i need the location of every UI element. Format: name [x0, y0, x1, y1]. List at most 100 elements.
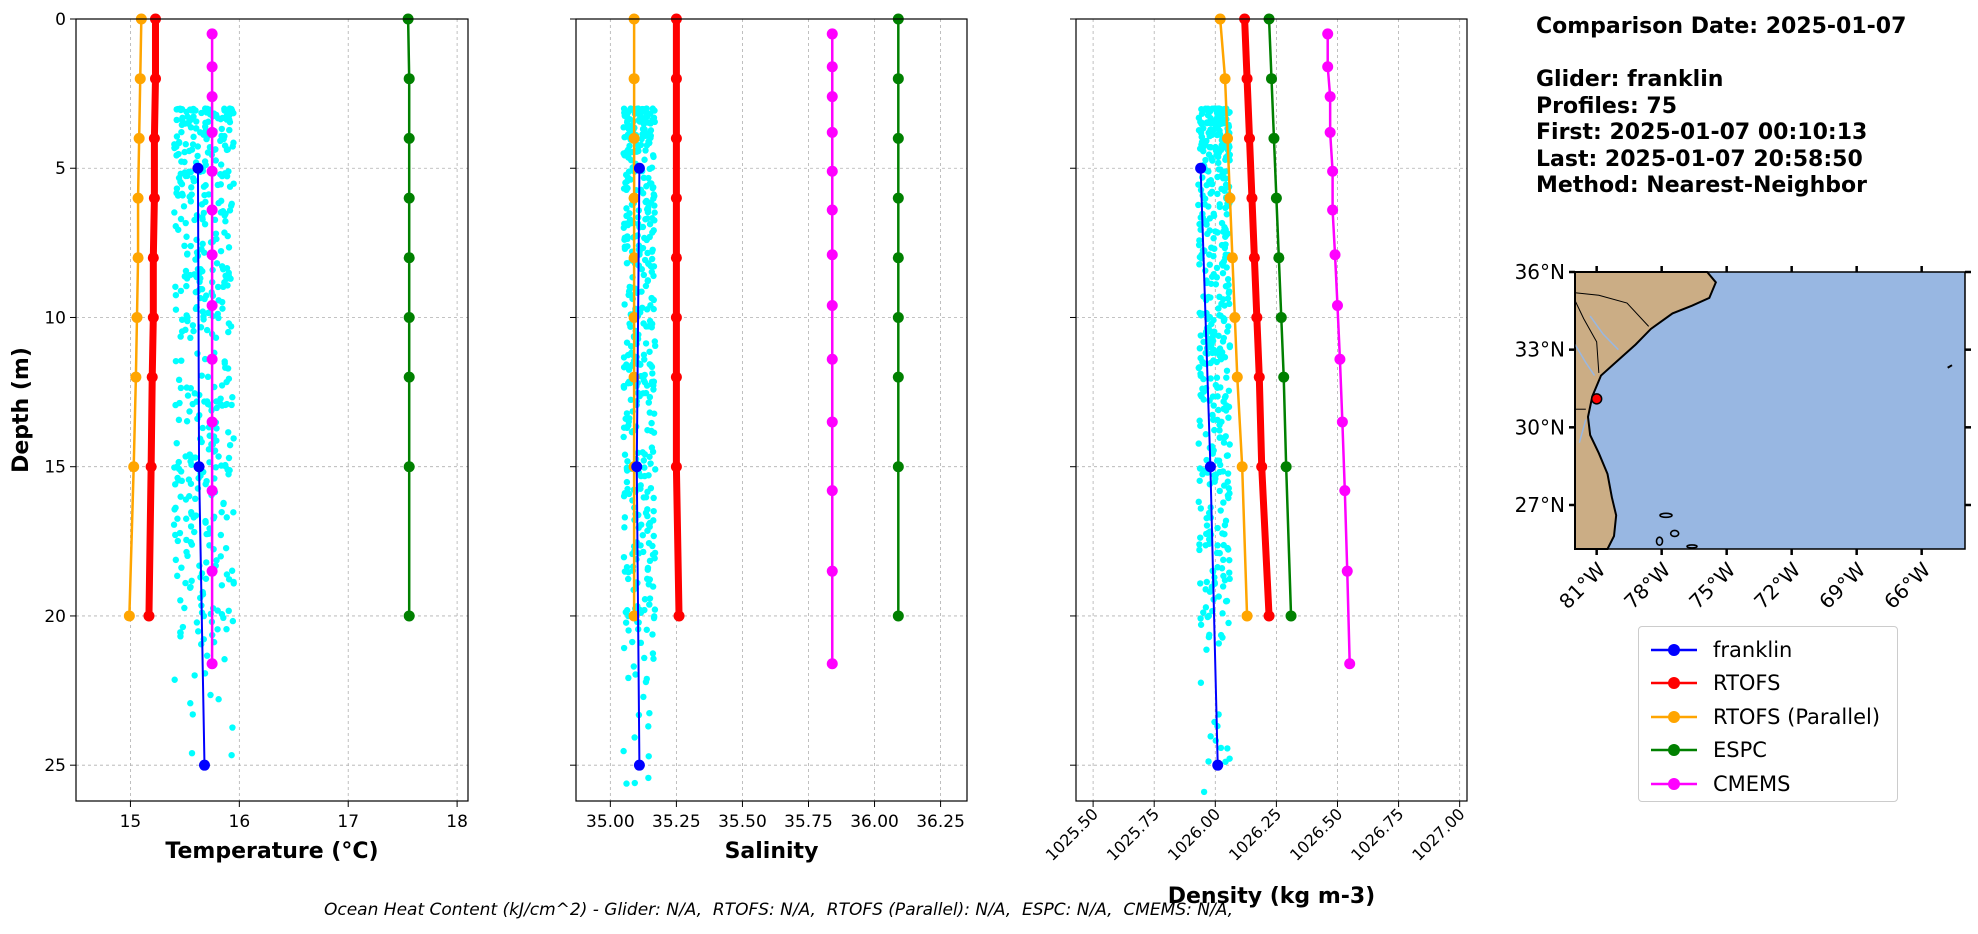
- glider-scatter-point: [187, 458, 194, 465]
- glider-scatter-point: [1225, 323, 1232, 330]
- glider-scatter-point: [226, 441, 234, 449]
- glider-scatter-point: [178, 316, 186, 323]
- glider-scatter-point: [623, 410, 631, 417]
- series-rtofs-parallel-: [1214, 13, 1253, 622]
- series-marker: [628, 311, 640, 323]
- glider-scatter-point: [219, 266, 227, 273]
- glider-scatter-point: [649, 246, 656, 253]
- glider-scatter-point: [177, 215, 185, 223]
- glider-scatter-point: [630, 663, 638, 670]
- glider-scatter-point: [202, 519, 209, 526]
- glider-scatter-point: [189, 322, 197, 329]
- x-axis-label: Density (kg m-3): [1168, 884, 1376, 909]
- series-marker: [826, 126, 838, 138]
- series-marker: [628, 192, 640, 204]
- series-franklin: [192, 162, 210, 771]
- glider-scatter-point: [1216, 352, 1223, 359]
- island: [1669, 529, 1680, 538]
- glider-scatter-point: [201, 398, 208, 405]
- glider-scatter-point: [190, 175, 197, 182]
- glider-scatter-point: [647, 262, 654, 270]
- glider-scatter-point: [1213, 274, 1221, 281]
- glider-scatter-point: [1217, 744, 1225, 752]
- river: [1574, 344, 1596, 376]
- glider-scatter-point: [632, 671, 639, 678]
- glider-scatter-point: [1224, 745, 1231, 752]
- series-marker: [1226, 252, 1238, 264]
- series-marker: [628, 252, 640, 264]
- glider-scatter-point: [225, 320, 233, 327]
- glider-scatter-point: [1216, 434, 1223, 441]
- glider-scatter-point: [646, 709, 653, 717]
- glider-scatter-point: [1195, 127, 1203, 134]
- profile-count: Profiles: 75: [1536, 93, 1678, 119]
- legend-item: ESPC: [1649, 734, 1887, 768]
- glider-scatter-point: [205, 309, 212, 317]
- glider-scatter-point: [187, 334, 194, 342]
- interpolation-method: Method: Nearest-Neighbor: [1536, 173, 1867, 198]
- glider-scatter-point: [623, 259, 631, 267]
- glider-scatter-point: [1208, 154, 1215, 162]
- first-profile-time: First: 2025-01-07 00:10:13: [1536, 120, 1868, 145]
- glider-scatter-point: [645, 774, 652, 782]
- series-marker: [149, 73, 161, 85]
- series-marker: [148, 192, 160, 204]
- series-marker: [826, 165, 838, 177]
- glider-scatter-point: [222, 218, 229, 225]
- glider-scatter-point: [1197, 505, 1205, 512]
- glider-scatter-point: [640, 376, 647, 384]
- series-marker: [826, 353, 838, 365]
- series-marker: [1244, 132, 1256, 144]
- glider-scatter-point: [194, 350, 201, 357]
- state-border: [1574, 300, 1600, 373]
- glider-scatter-point: [1224, 470, 1232, 477]
- glider-scatter-point: [645, 472, 652, 479]
- glider-scatter-point: [1219, 106, 1227, 113]
- glider-scatter-point: [627, 396, 635, 404]
- glider-scatter-point: [205, 118, 212, 125]
- glider-scatter-point: [621, 451, 629, 458]
- glider-scatter-point: [1206, 261, 1213, 268]
- glider-scatter-point: [1214, 190, 1221, 198]
- legend-item: RTOFS: [1649, 667, 1887, 701]
- profile-panel-1: 15 16 17 18 0 5 10 15 20 25 Temperature (°C) Depth …: [9, 10, 469, 864]
- glider-scatter-point: [183, 548, 190, 556]
- glider-scatter-point: [631, 734, 638, 741]
- series-marker: [130, 371, 142, 383]
- glider-scatter-point: [641, 356, 648, 363]
- series-marker: [826, 249, 838, 261]
- series-marker: [826, 28, 838, 40]
- series-marker: [1336, 416, 1348, 428]
- glider-scatter-point: [1218, 260, 1226, 268]
- glider-scatter-point: [626, 210, 633, 217]
- glider-scatter-point: [192, 495, 199, 503]
- glider-scatter-point: [644, 249, 651, 257]
- glider-scatter-point: [221, 279, 228, 286]
- series-marker: [206, 249, 218, 261]
- x-tick-label: 1027.00: [1408, 804, 1468, 864]
- glider-scatter-point: [192, 256, 199, 263]
- glider-scatter-point: [637, 542, 644, 549]
- glider-scatter-point: [637, 112, 644, 119]
- series-espc: [892, 13, 904, 622]
- glider-scatter-point: [217, 553, 224, 560]
- x-tick-label: 1025.50: [1042, 804, 1102, 864]
- glider-scatter-point: [177, 287, 185, 295]
- glider-scatter-point: [200, 183, 208, 190]
- glider-scatter-point: [642, 340, 650, 347]
- glider-scatter-point: [172, 357, 180, 365]
- glider-scatter-point: [1207, 144, 1215, 151]
- glider-scatter-point: [1200, 375, 1207, 383]
- glider-scatter-point: [1215, 159, 1222, 167]
- ocean-heat-content-footer: Ocean Heat Content (kJ/cm^2) - Glider: N…: [324, 900, 1234, 920]
- glider-scatter-point: [189, 711, 196, 718]
- x-tick-label: 35.25: [652, 812, 701, 832]
- glider-scatter-point: [182, 219, 189, 227]
- legend-item: RTOFS (Parallel): [1649, 700, 1887, 734]
- glider-scatter-point: [211, 216, 219, 224]
- glider-scatter-point: [643, 197, 650, 205]
- glider-scatter-point: [1196, 345, 1204, 352]
- series-marker: [133, 132, 145, 144]
- glider-scatter-point: [228, 200, 235, 208]
- series-marker: [826, 565, 838, 577]
